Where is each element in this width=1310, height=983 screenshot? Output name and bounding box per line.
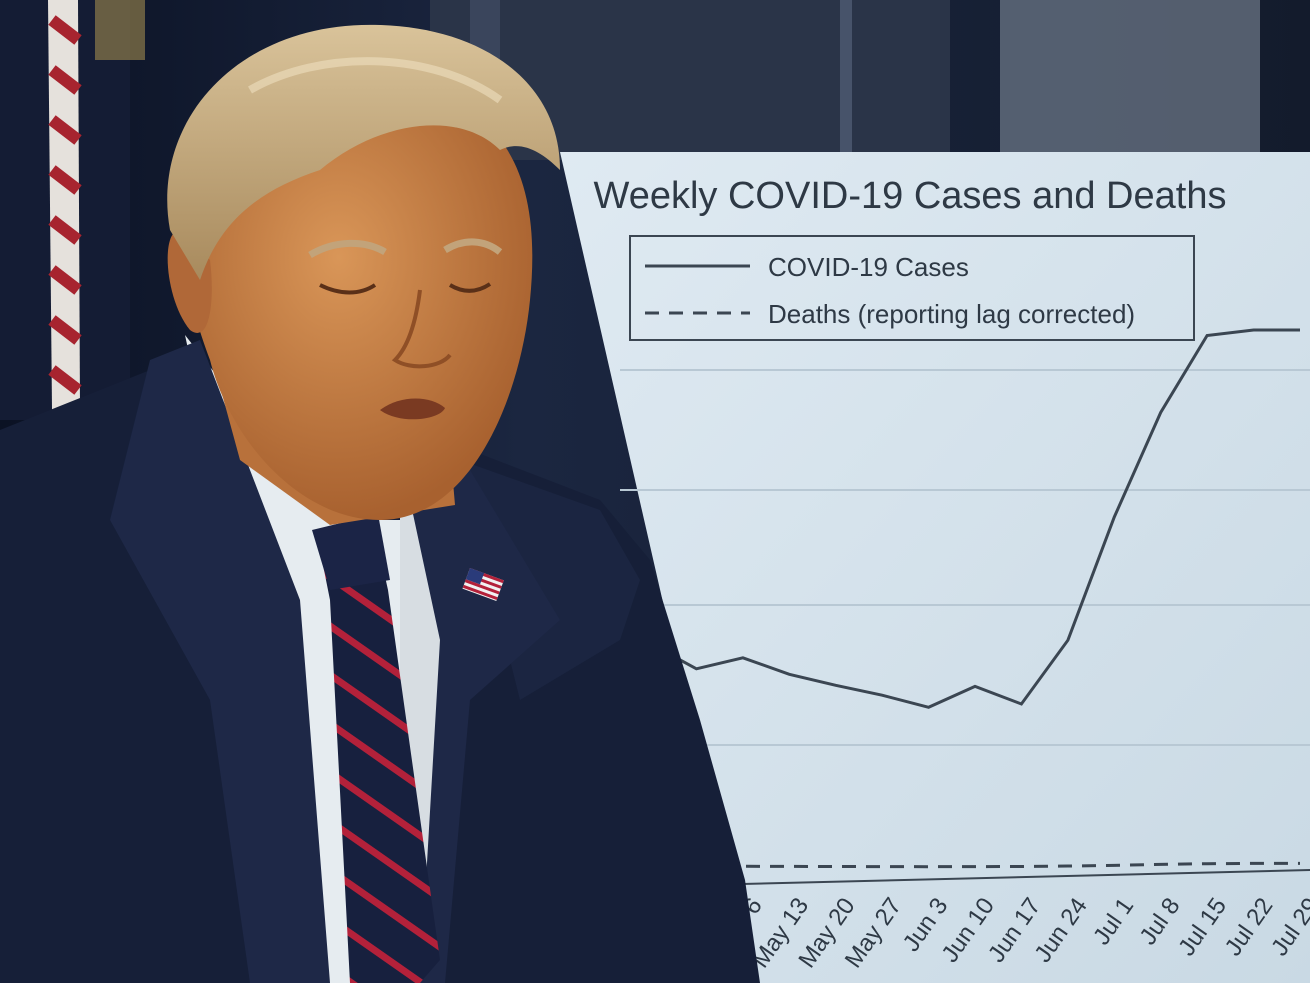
legend-box	[629, 235, 1195, 341]
x-axis-line	[699, 869, 1310, 886]
window-frame	[840, 0, 852, 160]
series-line-deaths	[650, 861, 1300, 869]
flag-icon	[0, 0, 145, 420]
chart-title: Weekly COVID-19 Cases and Deaths	[594, 175, 1227, 217]
american-flag-pin-icon	[462, 568, 504, 601]
legend-label-deaths: Deaths (reporting lag corrected)	[768, 299, 1135, 329]
legend-label-cases: COVID-19 Cases	[768, 252, 969, 282]
person	[0, 24, 760, 983]
window-panel	[1000, 0, 1260, 160]
series-line-cases	[649, 328, 1300, 709]
